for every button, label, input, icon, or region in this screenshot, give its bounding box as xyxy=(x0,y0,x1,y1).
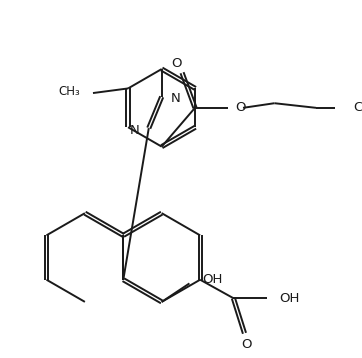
Text: O: O xyxy=(236,101,246,114)
Text: N: N xyxy=(130,124,139,136)
Text: N: N xyxy=(171,92,181,105)
Text: OH: OH xyxy=(202,273,223,286)
Text: O: O xyxy=(171,57,182,70)
Text: O: O xyxy=(241,338,252,351)
Text: OH: OH xyxy=(279,292,300,305)
Text: Cl: Cl xyxy=(353,101,362,114)
Text: CH₃: CH₃ xyxy=(58,85,80,98)
